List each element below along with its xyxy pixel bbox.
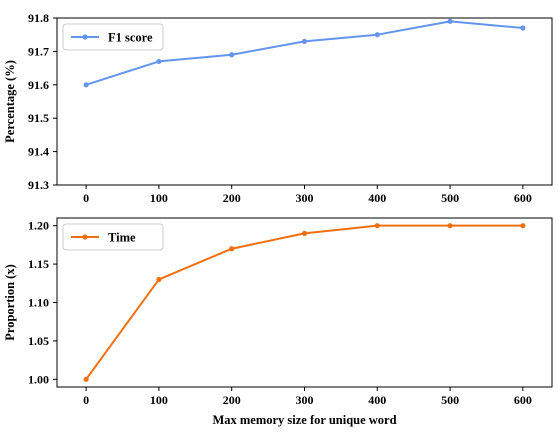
- bottom-y-tick-label: 1.05: [28, 334, 49, 348]
- top-y-axis-label: Percentage (%): [3, 60, 17, 143]
- top-y-tick-label: 91.3: [28, 178, 49, 192]
- bottom-x-tick-label: 300: [296, 393, 314, 407]
- top-x-tick-label: 0: [83, 191, 89, 205]
- bottom-x-tick-label: 0: [83, 393, 89, 407]
- bottom-y-tick-label: 1.00: [28, 372, 49, 386]
- bottom-data-point: [301, 230, 308, 236]
- top-data-point: [520, 25, 526, 31]
- top-data-point: [229, 52, 235, 58]
- bottom-legend-label: Time: [108, 231, 136, 245]
- bottom-legend-marker: [82, 234, 88, 240]
- top-legend-label: F1 score: [108, 31, 153, 45]
- bottom-data-point: [520, 223, 526, 229]
- top-legend-marker: [82, 34, 88, 40]
- top-y-tick-label: 91.8: [28, 11, 49, 25]
- bottom-x-tick-label: 100: [150, 393, 168, 407]
- top-data-point: [156, 58, 162, 65]
- bottom-x-tick-label: 600: [514, 393, 532, 407]
- top-x-tick-label: 500: [441, 191, 459, 205]
- top-data-point: [83, 82, 89, 88]
- bottom-data-point: [374, 223, 380, 229]
- top-x-tick-label: 200: [223, 191, 241, 205]
- bottom-y-tick-label: 1.10: [28, 296, 49, 310]
- top-y-tick-label: 91.5: [28, 111, 49, 125]
- top-data-point: [447, 18, 453, 24]
- top-x-tick-label: 100: [150, 191, 168, 205]
- bottom-y-tick-label: 1.15: [28, 257, 49, 271]
- top-y-tick-label: 91.7: [28, 44, 49, 58]
- bottom-x-axis-label: Max memory size for unique word: [212, 413, 396, 427]
- bottom-x-tick-label: 200: [223, 393, 241, 407]
- bottom-x-tick-label: 500: [441, 393, 459, 407]
- bottom-legend-box: [62, 223, 164, 251]
- top-x-tick-label: 400: [368, 191, 386, 205]
- top-y-tick-label: 91.6: [28, 78, 49, 92]
- bottom-x-tick-label: 400: [368, 393, 386, 407]
- top-data-point: [374, 32, 380, 38]
- bottom-data-point: [156, 276, 162, 283]
- top-x-tick-label: 600: [514, 191, 532, 205]
- bottom-data-point: [447, 223, 453, 229]
- top-legend-box: [62, 23, 164, 51]
- bottom-data-point: [83, 376, 89, 382]
- bottom-y-axis-label: Proportion (x): [3, 264, 17, 341]
- top-data-point: [301, 38, 308, 44]
- top-y-tick-label: 91.4: [28, 145, 49, 159]
- bottom-y-tick-label: 1.20: [28, 219, 49, 233]
- top-x-tick-label: 300: [296, 191, 314, 205]
- bottom-data-point: [229, 246, 235, 252]
